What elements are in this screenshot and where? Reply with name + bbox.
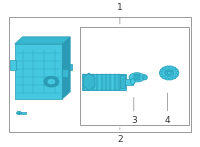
Bar xyxy=(134,74,140,80)
Bar xyxy=(70,64,72,70)
Ellipse shape xyxy=(17,111,21,115)
Ellipse shape xyxy=(47,78,56,85)
Bar xyxy=(114,74,116,90)
Text: 4: 4 xyxy=(165,93,170,125)
Ellipse shape xyxy=(44,76,59,87)
Bar xyxy=(10,60,16,70)
Text: 2: 2 xyxy=(117,128,123,144)
Ellipse shape xyxy=(175,69,178,71)
Bar xyxy=(82,74,126,90)
Text: 1: 1 xyxy=(117,3,123,24)
Bar xyxy=(109,74,111,90)
Bar xyxy=(15,44,62,99)
Bar xyxy=(9,17,191,132)
Polygon shape xyxy=(15,37,70,44)
Bar xyxy=(120,75,125,88)
Bar xyxy=(118,74,120,90)
Ellipse shape xyxy=(169,66,173,68)
Ellipse shape xyxy=(173,67,176,69)
Polygon shape xyxy=(83,73,95,90)
Ellipse shape xyxy=(129,73,145,82)
Ellipse shape xyxy=(160,69,163,71)
Bar xyxy=(62,69,68,77)
Text: 3: 3 xyxy=(131,97,137,125)
Bar xyxy=(125,79,133,85)
Ellipse shape xyxy=(143,75,147,80)
Ellipse shape xyxy=(159,72,162,74)
Ellipse shape xyxy=(160,66,179,80)
Ellipse shape xyxy=(166,66,169,68)
Ellipse shape xyxy=(176,72,179,74)
Ellipse shape xyxy=(160,74,163,77)
Ellipse shape xyxy=(169,78,173,80)
Ellipse shape xyxy=(165,70,173,76)
Bar xyxy=(80,27,189,125)
Polygon shape xyxy=(62,37,70,99)
Bar xyxy=(87,74,89,90)
Bar xyxy=(21,112,26,114)
Bar xyxy=(83,74,85,90)
Ellipse shape xyxy=(175,74,178,77)
Bar xyxy=(101,74,103,90)
Ellipse shape xyxy=(162,77,166,79)
Ellipse shape xyxy=(167,72,171,74)
Ellipse shape xyxy=(162,67,166,69)
Ellipse shape xyxy=(166,78,169,80)
Ellipse shape xyxy=(130,79,135,85)
Bar xyxy=(105,74,107,90)
Ellipse shape xyxy=(173,77,176,79)
Bar xyxy=(92,74,94,90)
Bar xyxy=(96,74,98,90)
